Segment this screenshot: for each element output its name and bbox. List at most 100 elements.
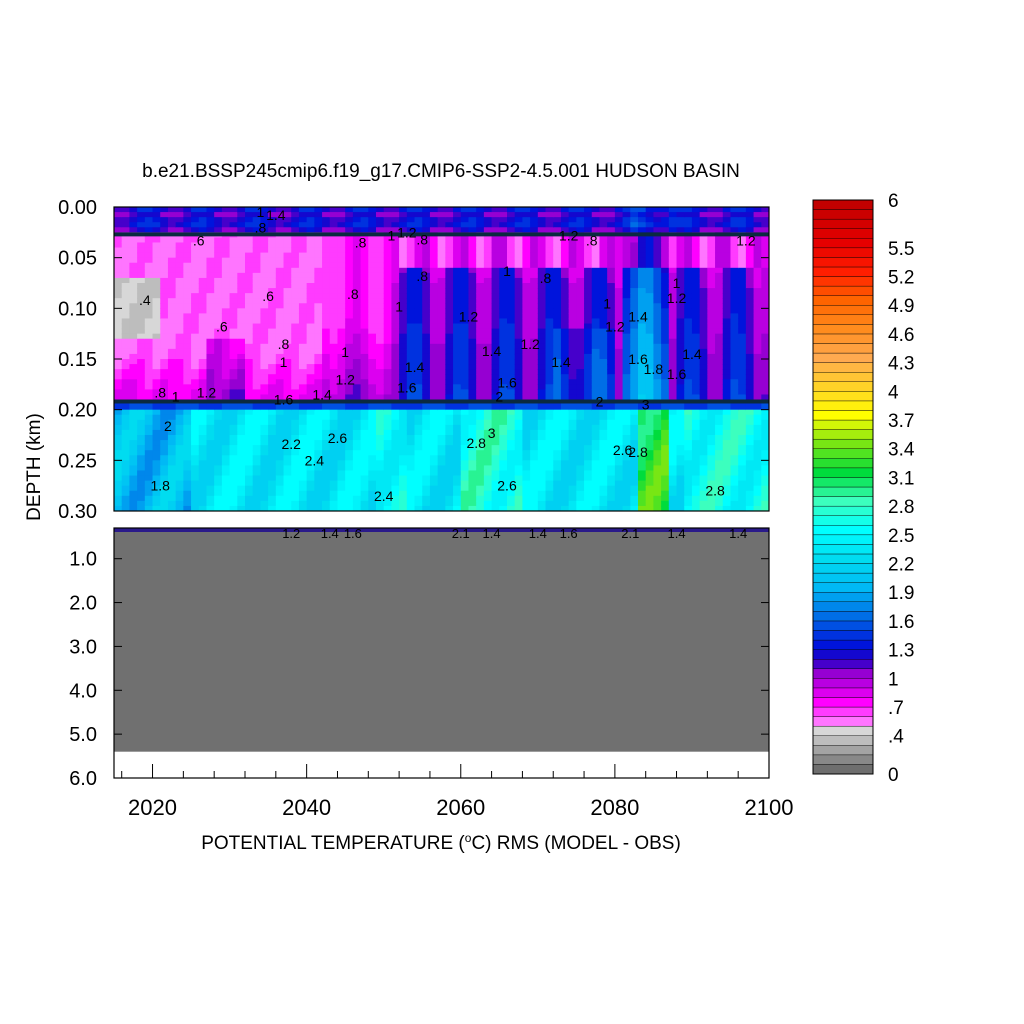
heatmap-cell [722,343,732,350]
heatmap-cell [245,505,254,511]
heatmap-cell [198,328,208,335]
heatmap-cell [445,414,454,421]
heatmap-cell [591,348,601,355]
heatmap-cell [383,207,393,213]
heatmap-cell [121,374,131,380]
heatmap-cell [283,455,292,461]
heatmap-cell [715,353,724,360]
heatmap-cell [198,283,208,289]
heatmap-cell [483,379,493,385]
heatmap-cell [483,328,493,335]
heatmap-cell [483,480,493,487]
heatmap-cell [183,353,192,360]
heatmap-cell [661,475,670,482]
heatmap-cell [684,283,693,289]
heatmap-cell [275,480,285,487]
heatmap-cell [576,394,585,401]
heatmap-cell [684,247,693,254]
heatmap-cell [221,424,231,431]
heatmap-cell [730,338,739,345]
heatmap-cell [314,252,323,259]
heatmap-cell [668,323,678,330]
heatmap-cell [160,440,169,446]
heatmap-cell [144,485,154,492]
heatmap-cell [491,480,500,487]
heatmap-cell [291,262,300,269]
heatmap-cell [229,419,238,426]
heatmap-cell [545,252,554,259]
heatmap-cell [275,313,285,320]
heatmap-cell [745,272,755,279]
heatmap-cell [345,207,354,213]
heatmap-cell [183,429,192,436]
heatmap-cell [653,217,662,223]
heatmap-cell [437,409,446,416]
heatmap-cell [198,257,208,264]
heatmap-cell [198,475,208,482]
heatmap-cell [206,277,215,284]
heatmap-cell [121,257,131,264]
heatmap-cell [167,475,177,482]
heatmap-cell [468,283,477,289]
heatmap-cell [167,455,177,461]
heatmap-cell [129,384,138,391]
heatmap-cell [399,369,408,375]
heatmap-cell [298,343,308,350]
heatmap-cell [183,333,192,340]
heatmap-cell [376,222,385,228]
heatmap-cell [545,465,554,472]
heatmap-cell [653,450,662,456]
heatmap-cell [422,429,431,436]
heatmap-cell [298,470,308,477]
heatmap-cell [483,364,493,370]
heatmap-cell [360,435,369,441]
heatmap-cell [622,475,631,482]
heatmap-cell [291,429,300,436]
heatmap-cell [699,277,708,284]
heatmap-cell [653,445,662,451]
heatmap-cell [114,394,123,401]
heatmap-cell [745,323,755,330]
heatmap-cell [137,379,146,385]
heatmap-cell [352,212,362,218]
heatmap-cell [715,364,724,370]
heatmap-cell [345,353,354,360]
heatmap-cell [730,500,739,507]
heatmap-cell [337,348,346,355]
heatmap-cell [360,303,369,309]
heatmap-cell [691,500,701,507]
heatmap-cell [707,435,716,441]
heatmap-cell [453,318,462,325]
heatmap-cell [198,379,208,385]
heatmap-cell [453,505,462,511]
heatmap-cell [368,455,377,461]
heatmap-cell [599,283,608,289]
heatmap-cell [322,369,331,375]
heatmap-cell [584,288,593,294]
heatmap-cell [668,288,678,294]
heatmap-cell [630,333,639,340]
heatmap-cell [206,490,215,497]
heatmap-cell [437,505,446,511]
heatmap-cell [360,318,369,325]
heatmap-cell [661,470,670,477]
heatmap-cell [545,272,554,279]
heatmap-cell [491,429,500,436]
heatmap-cell [191,313,200,320]
heatmap-cell [191,455,200,461]
heatmap-cell [252,257,262,264]
heatmap-cell [206,409,215,416]
heatmap-cell [630,384,639,391]
heatmap-cell [591,328,601,335]
heatmap-cell [291,490,300,497]
heatmap-cell [206,227,215,233]
heatmap-cell [684,389,693,396]
heatmap-cell [622,267,631,274]
heatmap-cell [507,252,516,259]
heatmap-cell [460,435,470,441]
heatmap-cell [591,333,601,340]
heatmap-cell [198,252,208,259]
heatmap-cell [152,450,161,456]
heatmap-cell [114,247,123,254]
heatmap-cell [214,424,223,431]
